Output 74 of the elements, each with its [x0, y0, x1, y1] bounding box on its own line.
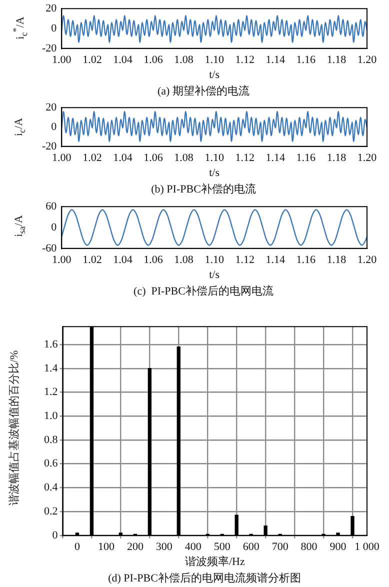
x-tick-label: 1.10	[204, 54, 224, 66]
x-tick-label: 400	[184, 540, 202, 553]
x-tick-label: 900	[330, 540, 347, 553]
x-tick-label: 1.02	[82, 54, 102, 66]
x-tick-label: 500	[214, 540, 231, 553]
x-tick-label: 100	[98, 540, 115, 553]
x-axis-title: t/s	[209, 269, 220, 282]
x-tick-label: 1 000	[354, 540, 380, 553]
x-tick-label: 1.02	[82, 254, 102, 266]
text: (b) PI-PBC补偿的电流	[151, 182, 256, 196]
y-axis-title: 谐波幅值占基波幅值的百分比/%	[8, 350, 22, 506]
x-tick-label: 200	[126, 540, 144, 553]
y-tick-label: 0	[51, 120, 58, 133]
x-tick-label: 1.02	[82, 152, 102, 164]
x-tick-label: 1.00	[52, 152, 72, 164]
x-tick-label: 1.08	[174, 254, 194, 266]
y-tick-label: 0.4	[44, 482, 58, 494]
x-tick-label: 0	[74, 540, 80, 553]
y-tick-label: -60	[42, 242, 58, 254]
x-tick-label: 1.16	[296, 152, 316, 164]
line-series	[62, 209, 367, 246]
y-tick-label: 0.2	[44, 505, 58, 518]
x-tick-label: 1.08	[174, 54, 194, 66]
x-tick-label: 1.14	[266, 54, 286, 66]
x-tick-label: 1.06	[144, 254, 164, 266]
x-tick-label: 1.18	[326, 152, 347, 164]
y-tick-label: 0	[51, 221, 58, 234]
y-tick-label: 1.6	[44, 338, 58, 350]
y-tick-label: -20	[42, 140, 58, 152]
y-tick-label: 0.6	[44, 458, 58, 470]
x-tick-label: 1.04	[113, 54, 133, 66]
x-tick-label: 1.12	[235, 254, 254, 266]
x-tick-label: 1.10	[204, 152, 224, 164]
x-tick-label: 1.04	[113, 152, 133, 164]
y-tick-label: 0.8	[44, 434, 58, 446]
x-tick-label: 300	[156, 540, 173, 553]
y-tick-label: -20	[42, 42, 58, 54]
x-tick-label: 1.06	[144, 54, 164, 66]
x-tick-label: 1.00	[52, 254, 72, 266]
x-tick-label: 1.16	[296, 254, 316, 266]
x-tick-label: 600	[242, 540, 260, 553]
x-axis-title: t/s	[209, 167, 220, 180]
x-tick-label: 1.20	[357, 254, 378, 266]
line-series	[62, 110, 367, 142]
y-tick-label: 1.0	[44, 410, 58, 422]
x-tick-label: 1.12	[235, 152, 254, 164]
x-tick-label: 1.18	[326, 54, 347, 66]
x-tick-label: 1.14	[266, 152, 286, 164]
text: (a) 期望补偿的电流	[158, 84, 250, 98]
text: (c) PI-PBC补偿后的电网电流	[134, 284, 274, 298]
x-tick-label: 1.08	[174, 152, 194, 164]
x-tick-label: 1.10	[204, 254, 224, 266]
line-series	[62, 14, 367, 44]
y-tick-label: 0	[51, 22, 58, 34]
y-tick-label: 60	[46, 200, 58, 212]
x-tick-label: 1.06	[144, 152, 164, 164]
x-tick-label: 1.12	[235, 54, 254, 66]
x-tick-label: 800	[300, 540, 318, 553]
x-tick-label: 700	[272, 540, 289, 553]
x-tick-label: 1.00	[52, 54, 72, 66]
x-tick-label: 1.20	[357, 152, 378, 164]
x-tick-label: 1.20	[357, 54, 378, 66]
text: (d) PI-PBC补偿后的电网电流频谱分析图	[108, 571, 301, 584]
x-axis-title: 谐波频率/Hz	[184, 555, 245, 568]
x-tick-label: 1.04	[113, 254, 133, 266]
x-tick-label: 1.16	[296, 54, 316, 66]
x-tick-label: 1.18	[326, 254, 347, 266]
y-tick-label: 1.2	[44, 386, 58, 398]
y-tick-label: 1.4	[44, 362, 58, 374]
y-tick-label: 20	[46, 2, 58, 14]
y-tick-label: 20	[46, 101, 58, 114]
x-tick-label: 1.14	[266, 254, 286, 266]
x-axis-title: t/s	[209, 69, 220, 82]
y-tick-label: 0	[52, 529, 58, 542]
